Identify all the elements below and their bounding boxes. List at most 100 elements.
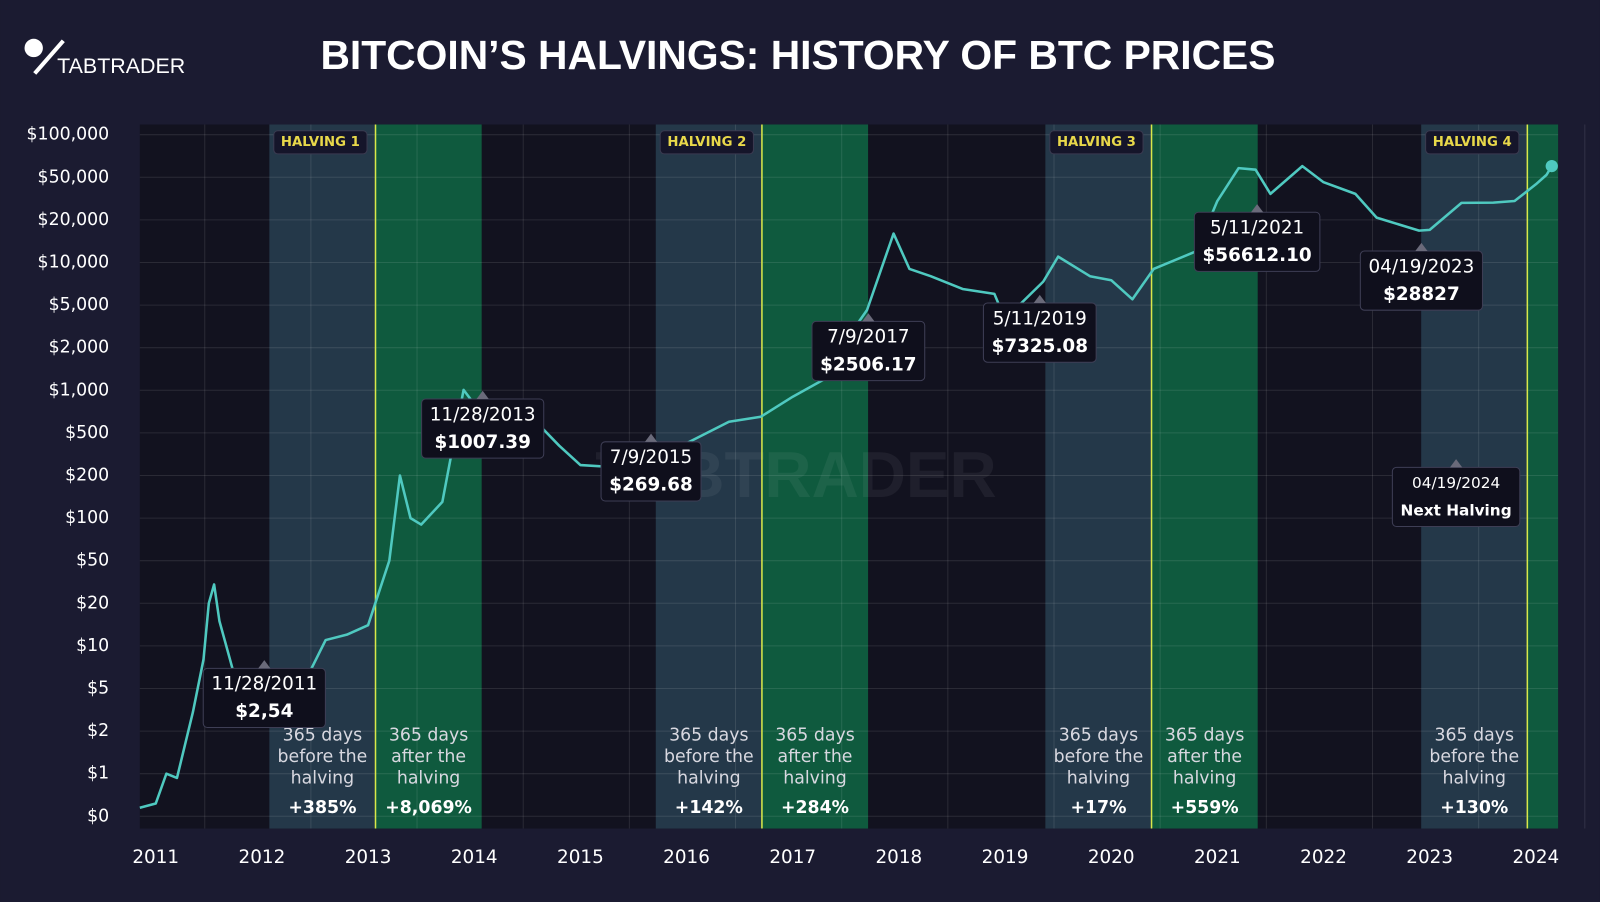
callout-pointer (1033, 294, 1046, 304)
callout-date: 04/19/2024 (1412, 474, 1500, 492)
logo-slash (33, 39, 65, 75)
callout-date: 04/19/2023 (1368, 256, 1474, 277)
callout-pointer (258, 660, 271, 669)
before-change: +142% (675, 798, 743, 818)
halving-label-box (1425, 130, 1520, 155)
y-tick-label: $5 (87, 678, 109, 698)
before-text: 365 days (283, 726, 362, 746)
callout-value: $7325.08 (992, 336, 1088, 357)
x-tick-label: 2024 (1512, 847, 1559, 868)
y-tick-label: $100,000 (27, 125, 110, 145)
after-text: after the (391, 747, 466, 767)
x-tick-label: 2017 (769, 847, 816, 868)
callout-pointer (1415, 242, 1428, 252)
y-tick-label: $0 (87, 806, 109, 826)
callout-value: $1007.39 (434, 432, 530, 453)
y-tick-label: $20,000 (38, 210, 110, 230)
callout: 11/28/2011 $2,54 (202, 660, 326, 729)
after-change: +559% (1171, 798, 1239, 818)
callout-pointer (1251, 204, 1264, 213)
y-tick-label: $2,000 (49, 338, 110, 358)
before-text: before the (1429, 747, 1519, 767)
x-tick-label: 2022 (1300, 847, 1347, 868)
callout-pointer (644, 433, 658, 442)
after-change: +8,069% (385, 798, 472, 818)
before-text: before the (278, 747, 368, 767)
halving-label: HALVING 3 (1057, 135, 1136, 150)
after-band (1527, 124, 1559, 829)
before-change: +385% (288, 798, 356, 818)
callout-value: $2,54 (235, 701, 293, 722)
callout-date: 5/11/2021 (1210, 218, 1304, 239)
after-text: after the (778, 747, 853, 767)
before-text: 365 days (1059, 726, 1138, 746)
y-tick-label: $200 (65, 465, 109, 485)
callout-date: 11/28/2011 (211, 674, 317, 695)
y-tick-label: $10,000 (38, 252, 110, 272)
after-text: 365 days (1165, 726, 1244, 746)
halving-label-box (659, 130, 754, 155)
after-text: 365 days (389, 726, 468, 746)
chart-title: BITCOIN’S HALVINGS: HISTORY OF BTC PRICE… (320, 32, 1275, 78)
y-tick-label: $20 (76, 593, 109, 613)
last-point (1545, 159, 1558, 173)
y-tick-label: $5,000 (49, 295, 110, 315)
before-text: halving (677, 769, 740, 789)
callout-pointer (862, 313, 875, 322)
callout-date: 7/9/2017 (827, 327, 909, 348)
callout-value: $56612.10 (1203, 245, 1312, 266)
x-tick-label: 2016 (663, 847, 710, 868)
logo-dot (24, 38, 43, 58)
before-text: halving (1443, 769, 1506, 789)
halving-label-box (1049, 130, 1144, 155)
callout: 04/19/2024 Next Halving (1391, 459, 1521, 528)
x-tick-label: 2018 (876, 847, 923, 868)
callout-date: 11/28/2013 (430, 404, 536, 425)
before-text: halving (291, 769, 354, 789)
callout: 11/28/2013 $1007.39 (421, 390, 545, 459)
halving-label: HALVING 1 (281, 135, 360, 150)
before-band (1045, 124, 1152, 829)
callout: 7/9/2017 $2506.17 (811, 313, 926, 382)
after-band (375, 124, 482, 829)
callout: 04/19/2023 $28827 (1359, 242, 1483, 311)
after-text: halving (783, 769, 846, 789)
y-tick-label: $50,000 (38, 167, 110, 187)
callout-pointer (1449, 459, 1463, 468)
callout: 7/9/2015 $269.68 (600, 433, 702, 502)
halving-label: HALVING 4 (1433, 135, 1512, 150)
labels: $0 $1 $2 $5 $10 $20 $50 $100 $200 $500 $1,000 $2,00… (27, 125, 1560, 868)
after-text: after the (1167, 747, 1242, 767)
before-text: before the (1054, 747, 1144, 767)
after-change: +284% (781, 798, 849, 818)
after-text: 365 days (775, 726, 854, 746)
y-tick-label: $50 (76, 551, 109, 571)
after-band (761, 124, 869, 829)
callout: 5/11/2021 $56612.10 (1193, 204, 1321, 272)
before-change: +130% (1440, 798, 1508, 818)
callout-value: $269.68 (609, 475, 693, 496)
x-tick-label: 2012 (239, 847, 286, 868)
x-tick-label: 2019 (982, 847, 1029, 868)
x-tick-label: 2015 (557, 847, 604, 868)
y-tick-label: $100 (65, 508, 109, 528)
x-tick-label: 2011 (132, 847, 179, 868)
callout-pointer (476, 390, 489, 399)
x-tick-label: 2020 (1088, 847, 1135, 868)
before-text: 365 days (669, 726, 748, 746)
x-tick-label: 2013 (345, 847, 392, 868)
after-text: halving (397, 769, 460, 789)
after-text: halving (1173, 769, 1236, 789)
x-tick-label: 2023 (1406, 847, 1453, 868)
y-tick-label: $2 (87, 721, 109, 741)
callout-date: 5/11/2019 (993, 308, 1087, 329)
y-tick-label: $500 (65, 423, 109, 443)
callout-value: $28827 (1383, 284, 1460, 305)
callout-value: Next Halving (1401, 502, 1512, 520)
before-change: +17% (1070, 798, 1126, 818)
halving-label: HALVING 2 (667, 135, 746, 150)
callout-value: $2506.17 (820, 354, 916, 375)
y-tick-label: $1,000 (49, 380, 110, 400)
